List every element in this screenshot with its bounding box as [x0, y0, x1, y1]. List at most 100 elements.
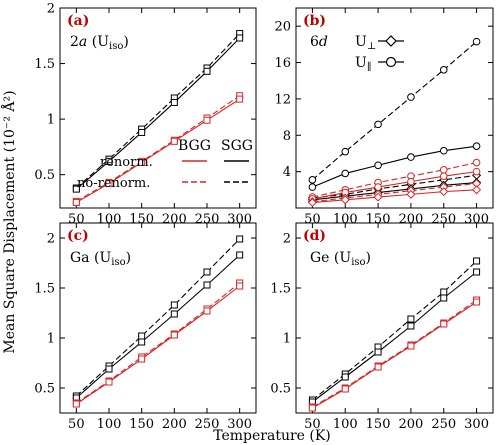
- series-bgg-renorm: [72, 282, 244, 408]
- series-sgg-norenorm-upar: [308, 37, 481, 184]
- data-point: [72, 198, 80, 206]
- series-line: [312, 260, 477, 401]
- data-point: [407, 322, 415, 330]
- panel-d: 50 100 150 200 250 300 0.5 1 1.5 2 (d): [270, 222, 494, 432]
- data-point: [407, 315, 415, 323]
- data-point: [105, 157, 113, 165]
- data-point: [374, 161, 382, 170]
- y-tick-label: 2: [283, 232, 291, 247]
- data-point: [72, 400, 80, 408]
- data-point: [170, 331, 178, 339]
- data-point: [72, 185, 80, 193]
- panel-a-subtitle-site: 2: [70, 34, 79, 50]
- series-line: [76, 285, 241, 405]
- panel-a-subtitle-rest: (U: [87, 34, 109, 50]
- panel-b-subtitle: 6d: [310, 34, 328, 50]
- series-line: [312, 271, 477, 403]
- data-point: [374, 120, 382, 129]
- y-tick-label: 8: [283, 129, 291, 144]
- data-point: [341, 147, 350, 156]
- legend-uperp-marker: [385, 35, 397, 47]
- series-sgg-norenorm: [308, 257, 481, 404]
- legend-uperp-label: U⊥: [355, 34, 376, 52]
- data-point: [236, 235, 244, 243]
- panel-c-frame: [59, 222, 257, 414]
- series-sgg-renorm: [308, 268, 481, 406]
- y-tick-label: 0.5: [270, 382, 291, 397]
- data-point: [307, 198, 317, 208]
- data-point: [236, 95, 244, 103]
- data-point: [138, 332, 146, 340]
- legend-norenorm-label: no-renorm.: [77, 176, 150, 191]
- series-line: [312, 145, 477, 188]
- series-line: [312, 41, 477, 181]
- x-tick-label: 150: [366, 417, 391, 432]
- figure-ylabel: Mean Square Displacement (10⁻² Å²): [0, 90, 18, 353]
- panels-layer: 50 100 150 200 250 300 0.5 1 1.5 2 (a) 50 100 150 200 2…: [34, 2, 494, 432]
- y-tick-label: 2: [47, 2, 55, 17]
- data-point: [407, 153, 415, 161]
- data-point: [341, 373, 349, 381]
- data-point: [472, 142, 481, 150]
- panel-a-subtitle-sub: iso: [109, 41, 123, 52]
- panel-c: 50 100 150 200 250 300 0.5 1 1.5 2 (c): [34, 222, 257, 432]
- panel-label: (b): [303, 13, 326, 29]
- data-point: [105, 365, 113, 373]
- data-point: [170, 98, 178, 106]
- panel-a-frame: [59, 7, 257, 209]
- panel-c-subtitle-elem: Ga (U: [70, 250, 111, 266]
- panel-d-subtitle-sub: iso: [351, 257, 365, 268]
- data-point: [439, 146, 448, 155]
- data-point: [105, 180, 113, 188]
- series-bgg-norenorm-upar: [308, 158, 481, 201]
- x-tick-label: 100: [333, 417, 358, 432]
- y-tick-label: 16: [274, 56, 291, 71]
- series-line: [75, 254, 241, 399]
- series-bgg-renorm: [72, 95, 244, 206]
- y-tick-label: 1.5: [270, 282, 291, 297]
- data-point: [439, 187, 449, 197]
- series-line: [312, 171, 477, 200]
- panel-a-subtitle-close: ): [123, 34, 128, 50]
- panel-d-subtitle-close: ): [366, 250, 371, 266]
- x-tick-label: 100: [97, 417, 122, 432]
- series-line: [312, 181, 477, 201]
- legend-upar-label: U∥: [355, 55, 371, 73]
- data-point: [341, 385, 349, 393]
- legend-upar-marker: [385, 56, 397, 68]
- panel-a-subtitle-letter: a: [79, 34, 87, 50]
- data-point: [472, 167, 481, 176]
- data-point: [407, 177, 415, 186]
- panel-b-subtitle-num: 6: [310, 34, 319, 50]
- data-point: [473, 268, 481, 276]
- x-tick-label: 50: [68, 417, 85, 432]
- data-point: [440, 294, 448, 302]
- series-line: [75, 33, 241, 189]
- y-tick-label: 1.5: [34, 57, 55, 72]
- panel-label: (d): [303, 228, 326, 244]
- data-point: [340, 195, 350, 205]
- legend-model-method: BGG SGG renorm. no-renorm.: [77, 138, 253, 191]
- data-point: [138, 158, 146, 166]
- data-point: [308, 404, 316, 412]
- series-sgg-renorm: [72, 34, 244, 193]
- x-tick-label: 200: [399, 417, 424, 432]
- data-point: [236, 251, 244, 259]
- data-point: [170, 137, 178, 145]
- panel-label: (c): [67, 228, 89, 244]
- data-point: [407, 93, 415, 101]
- data-point: [308, 183, 317, 191]
- y-tick-label: 4: [283, 165, 291, 180]
- x-tick-label: 250: [431, 417, 456, 432]
- data-point: [203, 67, 211, 75]
- series-line: [75, 238, 241, 397]
- legend-sgg-label: SGG: [221, 138, 253, 154]
- series-line: [312, 182, 477, 203]
- data-point: [203, 307, 211, 315]
- y-tick-label: 1: [47, 332, 55, 347]
- y-tick-label: 12: [274, 92, 291, 107]
- y-tick-label: 1.5: [34, 282, 55, 297]
- data-point: [138, 338, 146, 346]
